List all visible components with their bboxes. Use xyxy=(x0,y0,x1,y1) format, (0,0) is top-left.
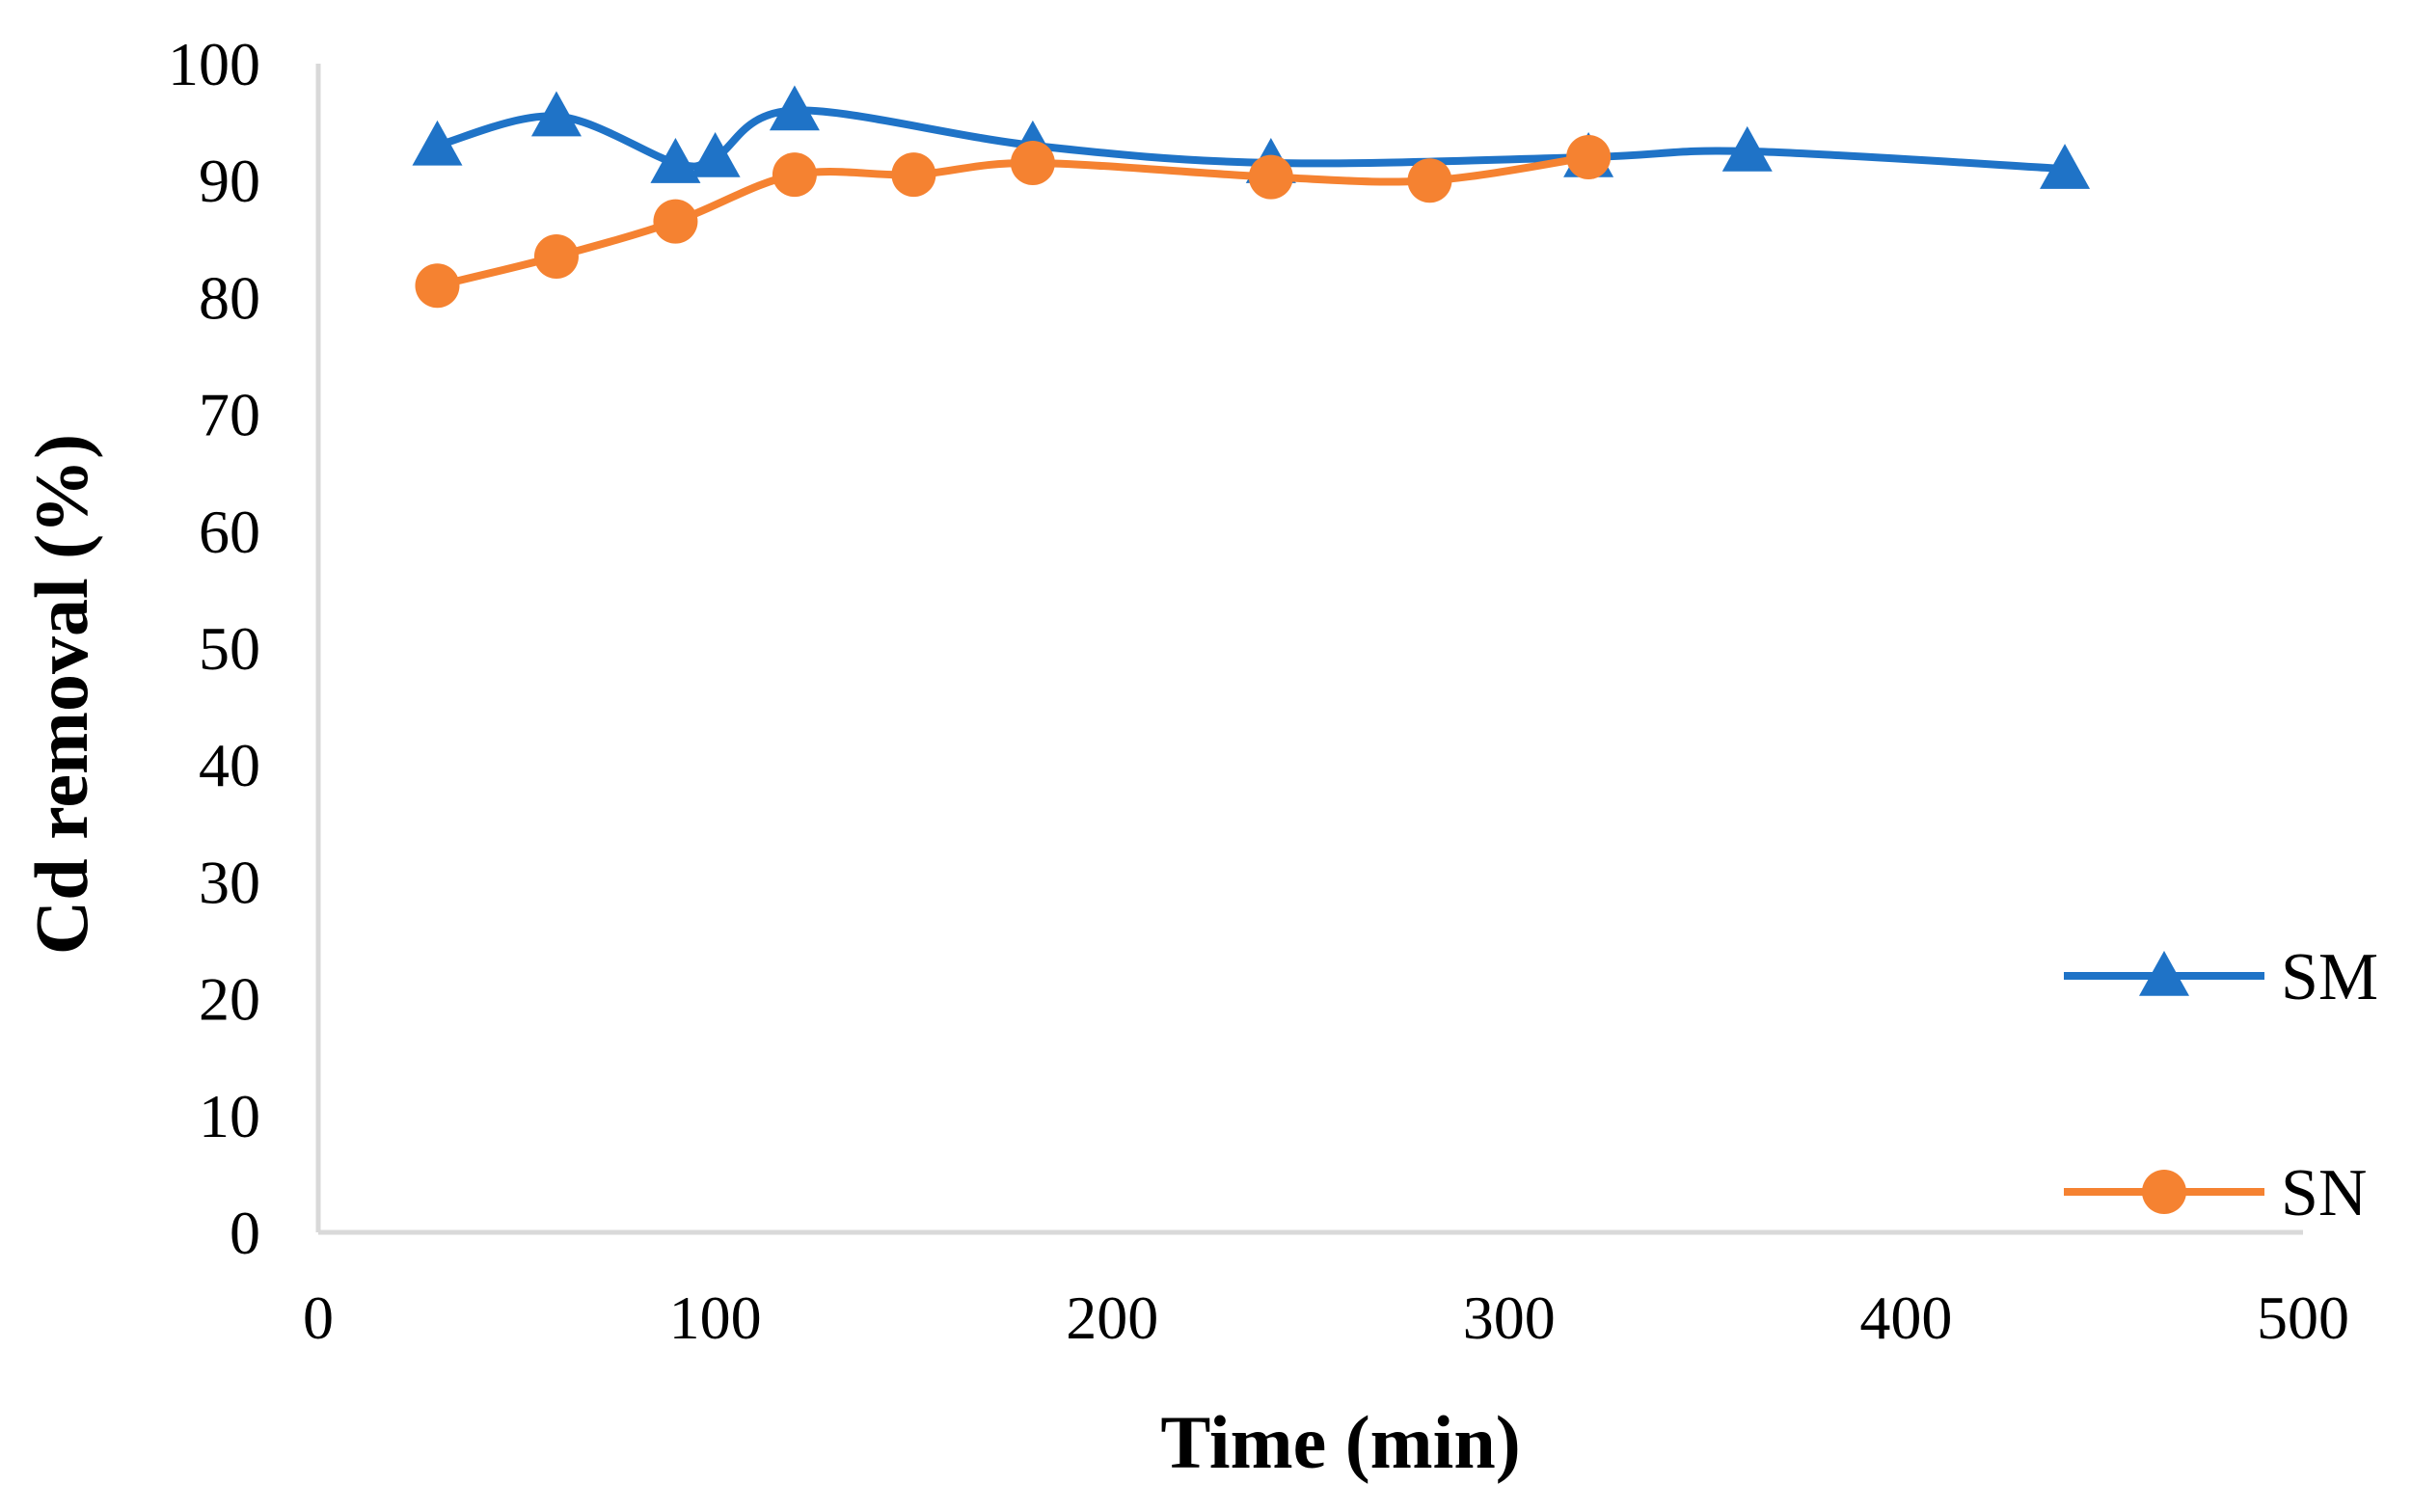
y-tick-label: 0 xyxy=(230,1199,260,1267)
legend-label: SN xyxy=(2281,1156,2367,1230)
x-tick-label: 100 xyxy=(669,1283,762,1352)
legend-label: SM xyxy=(2281,940,2378,1014)
legend-swatch-marker xyxy=(2139,951,2189,996)
series-sm-point xyxy=(690,131,741,177)
x-tick-label: 400 xyxy=(1859,1283,1952,1352)
y-tick-label: 30 xyxy=(199,848,260,916)
y-tick-label: 90 xyxy=(199,147,260,215)
series-sm-point xyxy=(769,85,820,131)
series-sn-point xyxy=(1010,141,1055,186)
series-sn-point xyxy=(653,199,698,244)
x-tick-label: 0 xyxy=(303,1283,334,1352)
series-sm-point xyxy=(650,138,701,183)
legend-item-sm: SM xyxy=(2064,940,2378,1014)
series-sm-point xyxy=(1721,125,1773,172)
x-tick-label: 200 xyxy=(1066,1283,1158,1352)
series-sn-point xyxy=(533,233,579,279)
series-sn-point xyxy=(415,263,460,309)
series-sm-point xyxy=(412,120,463,166)
legend: SM SN xyxy=(2064,940,2378,1230)
x-tick-label: 300 xyxy=(1463,1283,1556,1352)
y-tick-label: 10 xyxy=(199,1082,260,1150)
series-sm-point xyxy=(2040,144,2091,189)
y-tick-label: 40 xyxy=(199,731,260,799)
series-sn-point xyxy=(772,152,817,198)
x-tick-labels: 0 100 200 300 400 500 xyxy=(303,1283,2349,1352)
x-tick-label: 500 xyxy=(2257,1283,2349,1352)
y-axis-title: Cd removal (%) xyxy=(19,434,103,955)
y-tick-labels: 0 10 20 30 40 50 60 70 80 90 100 xyxy=(168,30,260,1267)
series-sn-point xyxy=(891,152,936,198)
series-sm-point xyxy=(530,91,582,137)
axes xyxy=(315,64,2303,1235)
y-tick-label: 80 xyxy=(199,263,260,332)
y-tick-label: 70 xyxy=(199,381,260,449)
legend-item-sn: SN xyxy=(2064,1156,2367,1230)
series-sn-point xyxy=(1248,154,1293,200)
series-sn-point xyxy=(1407,158,1452,203)
x-axis-title: Time (min) xyxy=(1160,1400,1520,1484)
series-sn xyxy=(415,134,1612,309)
y-tick-label: 50 xyxy=(199,614,260,683)
series-sn-point xyxy=(1566,134,1612,179)
y-tick-label: 60 xyxy=(199,498,260,566)
series-layer xyxy=(412,85,2091,309)
legend-swatch-marker xyxy=(2142,1170,2186,1214)
y-tick-label: 100 xyxy=(168,30,260,98)
y-tick-label: 20 xyxy=(199,965,260,1034)
series-sm-line xyxy=(433,106,2070,174)
